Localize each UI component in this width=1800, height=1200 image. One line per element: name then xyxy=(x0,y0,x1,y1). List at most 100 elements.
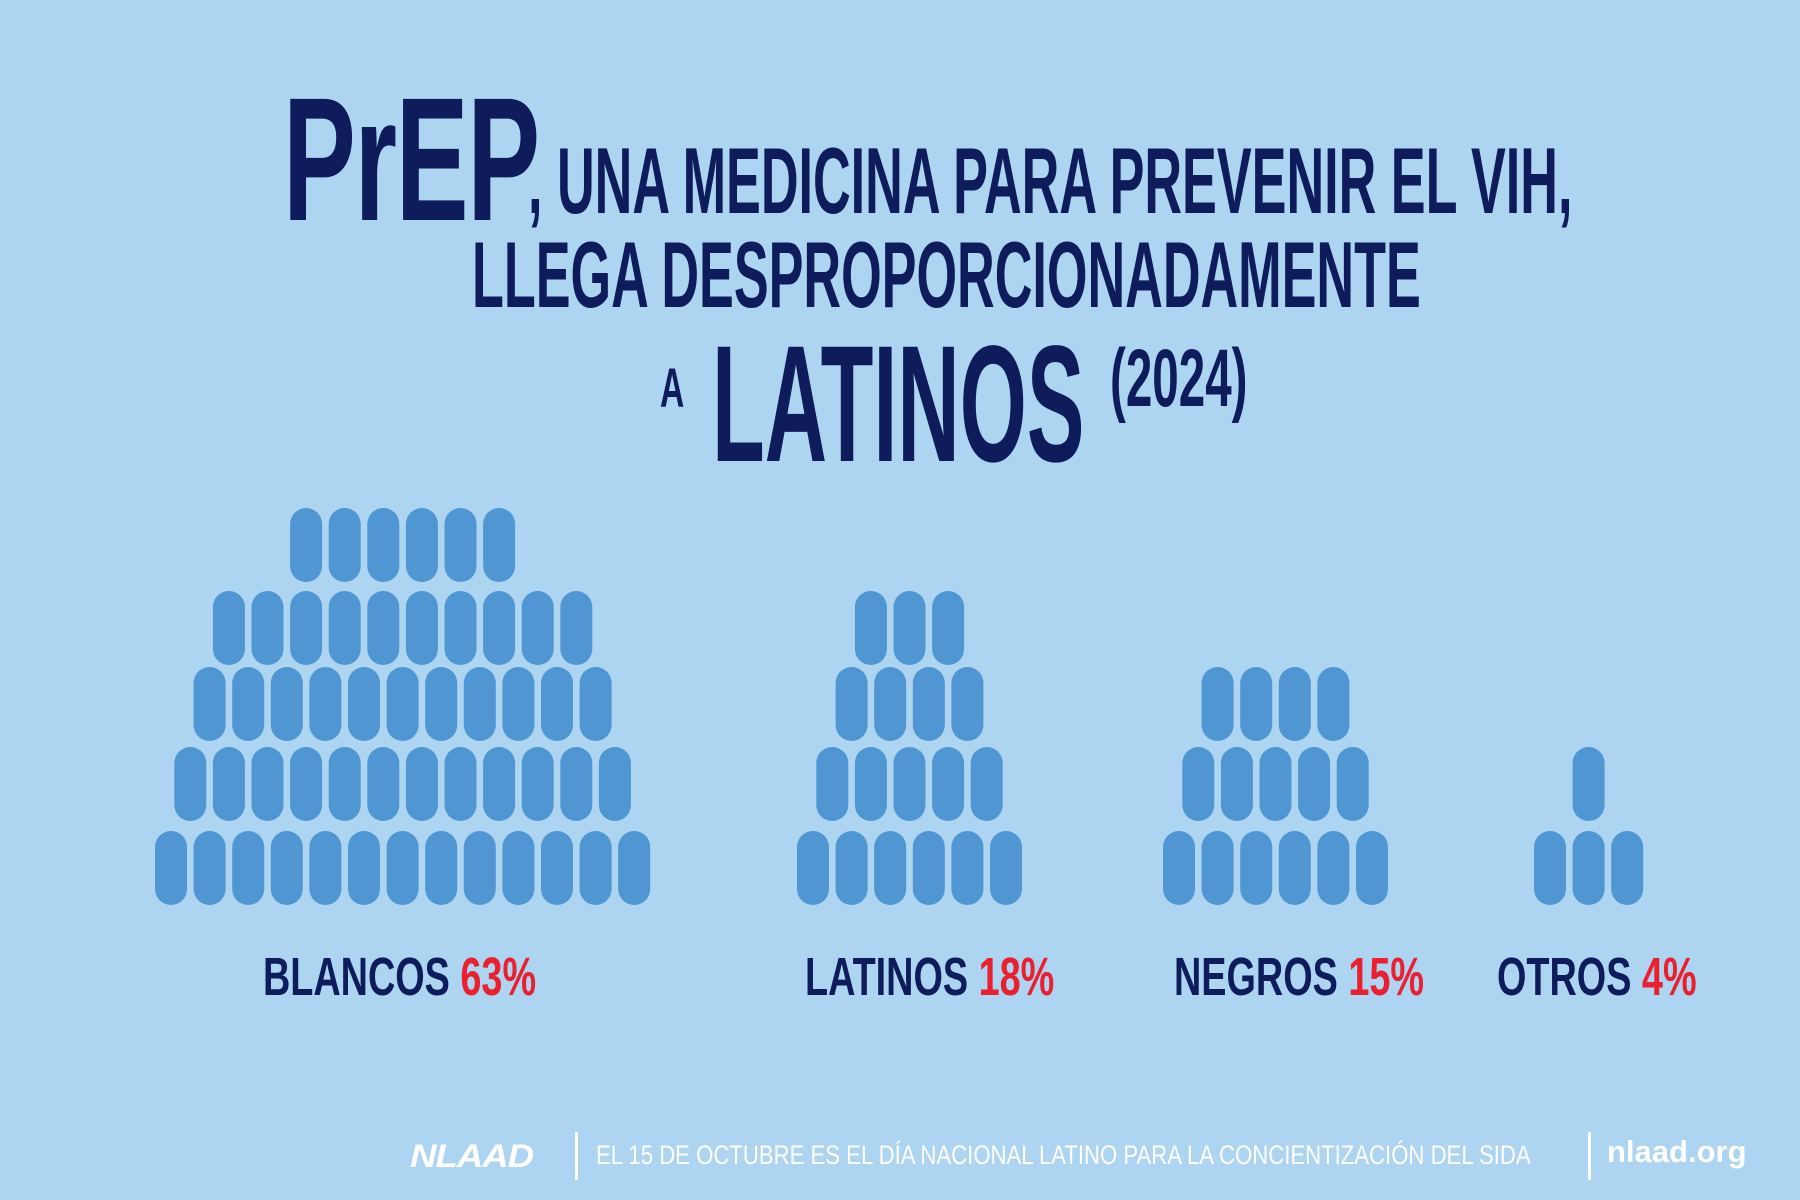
title-line-1: , UNA MEDICINA PARA PREVENIR EL VIH, xyxy=(528,128,1573,233)
pill-icon xyxy=(579,831,612,905)
pill-icon xyxy=(444,591,477,665)
pill-icon xyxy=(990,831,1022,905)
pill-group-blancos xyxy=(155,508,651,905)
footer-url-link[interactable]: nlaad.org xyxy=(1607,1134,1747,1169)
pill-icon xyxy=(405,747,438,821)
pill-icon xyxy=(874,667,907,741)
category-label-negros: NEGROS 15% xyxy=(1174,950,1424,1004)
pill-icon xyxy=(835,831,868,905)
category-percent: 18% xyxy=(978,947,1055,1007)
pill-icon xyxy=(193,667,226,741)
pill-icon xyxy=(502,667,535,741)
pill-icon xyxy=(251,747,284,821)
pill-icon xyxy=(1317,831,1350,905)
pill-group-otros xyxy=(1534,747,1644,905)
pill-icon xyxy=(951,831,984,905)
pill-icon xyxy=(560,747,593,821)
pill-icon xyxy=(405,591,438,665)
pill-icon xyxy=(1336,747,1369,821)
pill-icon xyxy=(348,831,380,905)
pill-icon xyxy=(212,747,245,821)
pill-icon xyxy=(232,667,265,741)
pill-icon xyxy=(1572,747,1605,821)
category-name: OTROS xyxy=(1497,947,1632,1007)
pill-icon xyxy=(463,667,496,741)
pill-icon xyxy=(405,508,438,582)
pill-icon xyxy=(560,591,593,665)
category-name: NEGROS xyxy=(1174,947,1338,1007)
pill-icon xyxy=(174,747,207,821)
pill-icon xyxy=(290,747,323,821)
pill-icon xyxy=(483,747,516,821)
pill-icon xyxy=(386,831,419,905)
pill-icon xyxy=(1572,831,1605,905)
footer-divider xyxy=(1588,1132,1591,1180)
title-a: A xyxy=(660,356,685,419)
category-percent: 63% xyxy=(460,947,537,1007)
pill-icon xyxy=(1163,831,1195,905)
pill-icon xyxy=(270,667,303,741)
category-label-blancos: BLANCOS 63% xyxy=(263,950,536,1004)
pill-icon xyxy=(444,747,477,821)
pill-icon xyxy=(328,508,361,582)
pill-icon xyxy=(1182,747,1215,821)
pill-icon xyxy=(893,747,926,821)
pill-icon xyxy=(1220,747,1253,821)
pill-icon xyxy=(521,591,554,665)
pill-icon xyxy=(598,747,631,821)
pill-icon xyxy=(348,667,380,741)
pill-icon xyxy=(425,667,458,741)
pill-icon xyxy=(425,831,458,905)
pill-icon xyxy=(212,591,245,665)
pill-group-latinos xyxy=(797,591,1022,905)
title-line-2: LLEGA DESPROPORCIONADAMENTE xyxy=(472,222,1421,327)
pill-icon xyxy=(386,667,419,741)
pill-icon xyxy=(932,747,965,821)
title-prep: PrEP xyxy=(283,62,540,258)
pill-icon xyxy=(309,667,342,741)
pill-icon xyxy=(1534,831,1566,905)
pill-icon xyxy=(1201,831,1234,905)
pill-icon xyxy=(618,831,651,905)
pill-icon xyxy=(893,591,926,665)
pill-icon xyxy=(1240,667,1273,741)
category-percent: 4% xyxy=(1641,947,1697,1007)
pill-icon xyxy=(155,831,187,905)
pill-icon xyxy=(912,667,945,741)
category-name: BLANCOS xyxy=(263,947,450,1007)
pill-icon xyxy=(290,591,323,665)
pill-icon xyxy=(367,508,400,582)
pill-icon xyxy=(854,747,887,821)
pill-icon xyxy=(854,591,887,665)
category-label-latinos: LATINOS 18% xyxy=(805,950,1054,1004)
pill-icon xyxy=(579,667,612,741)
footer-divider xyxy=(575,1132,578,1180)
nlaad-logo: NLAAD xyxy=(410,1138,534,1174)
pill-icon xyxy=(932,591,965,665)
pill-icon xyxy=(270,831,303,905)
pill-icon xyxy=(367,747,400,821)
pill-icon xyxy=(970,747,1003,821)
category-label-otros: OTROS 4% xyxy=(1497,950,1697,1004)
pill-icon xyxy=(251,591,284,665)
pill-icon xyxy=(797,831,829,905)
pill-icon xyxy=(1298,747,1331,821)
pill-icon xyxy=(816,747,849,821)
category-name: LATINOS xyxy=(805,947,969,1007)
pill-icon xyxy=(309,831,342,905)
pill-icon xyxy=(328,591,361,665)
pill-icon xyxy=(1278,831,1311,905)
pill-icon xyxy=(328,747,361,821)
category-percent: 15% xyxy=(1348,947,1425,1007)
pill-icon xyxy=(483,508,516,582)
pill-icon xyxy=(1259,747,1292,821)
pill-icon xyxy=(1278,667,1311,741)
pill-icon xyxy=(951,667,984,741)
pill-icon xyxy=(463,831,496,905)
pill-icon xyxy=(541,831,573,905)
pill-icon xyxy=(541,667,573,741)
pill-icon xyxy=(367,591,400,665)
pill-icon xyxy=(521,747,554,821)
title-year: (2024) xyxy=(1110,333,1248,424)
